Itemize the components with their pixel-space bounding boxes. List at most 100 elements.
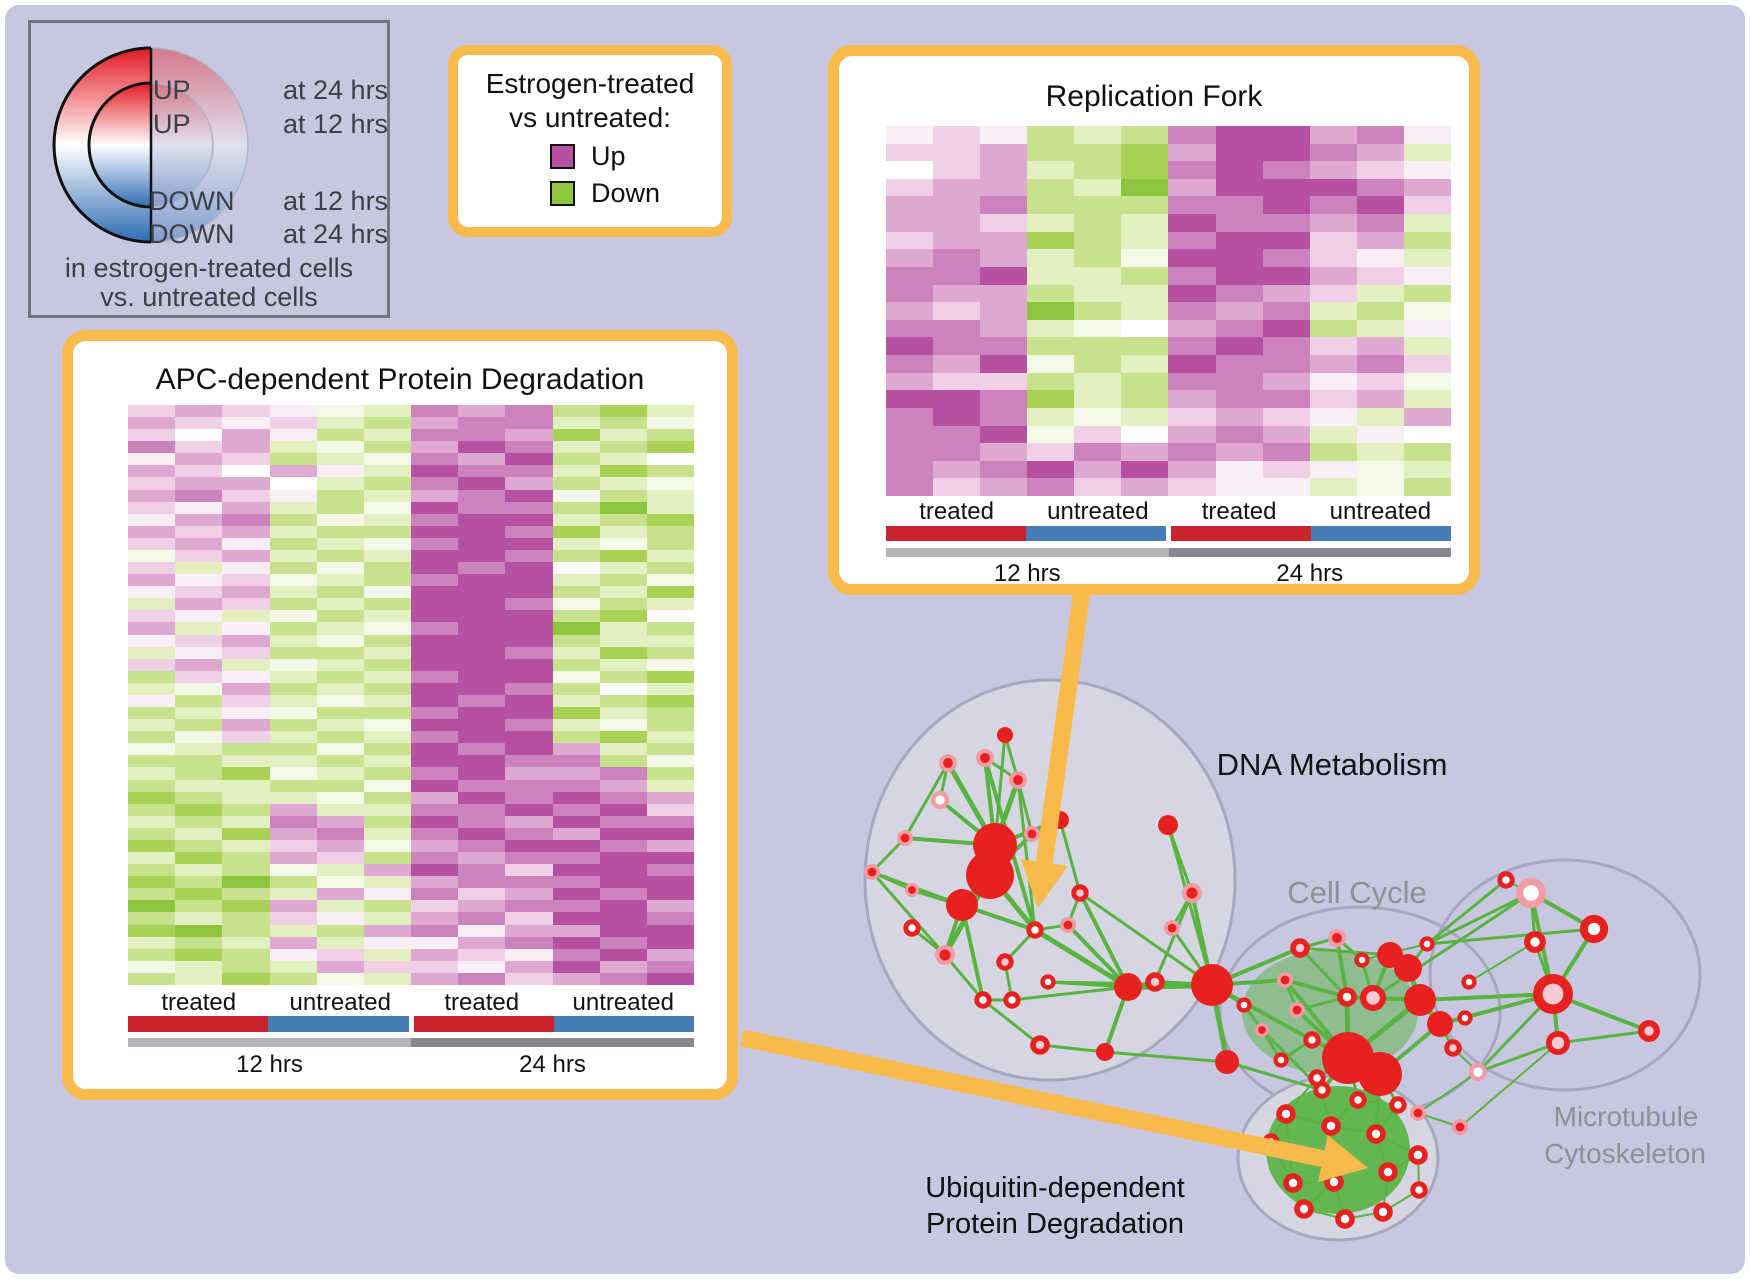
heatmap-cell [886, 355, 934, 373]
heatmap-cell [411, 791, 459, 804]
heatmap-cell [599, 719, 647, 732]
heatmap-cell [1121, 407, 1169, 426]
heatmap-cell [1074, 302, 1122, 320]
annotation-arrow-head [1318, 1135, 1368, 1183]
heatmap-cell [316, 755, 364, 768]
heatmap-cell [1215, 126, 1263, 144]
heatmap-cell [222, 562, 270, 575]
heatmap-cell [646, 888, 694, 901]
heatmap-cell [646, 634, 694, 647]
heatmap-cell [1262, 425, 1310, 444]
network-node-solid [1215, 1050, 1239, 1074]
heatmap-cell [1403, 196, 1451, 215]
heatmap-cell [1027, 284, 1075, 303]
heatmap-cell [175, 803, 223, 816]
heatmap-cell [552, 743, 600, 756]
heatmap-cell [363, 864, 411, 877]
heatmap-cell [1262, 126, 1310, 144]
network-edge [870, 871, 947, 956]
heatmap-cell [886, 390, 934, 408]
heatmap-cell [1309, 337, 1357, 356]
heatmap-cell [599, 767, 647, 780]
legend-item-up: Up [550, 141, 722, 172]
network-node-ring-pink [1145, 972, 1165, 992]
heatmap-cell [269, 864, 317, 877]
heatmap-cell [1168, 196, 1216, 215]
heatmap-cell [933, 425, 981, 444]
heatmap-cell [1356, 302, 1404, 320]
network-node-ring-white [1524, 931, 1546, 953]
heatmap-cell [1309, 266, 1357, 285]
heatmap-cell [222, 634, 270, 647]
heatmap-cell [1262, 178, 1310, 197]
heatmap-cell [886, 425, 934, 444]
heatmap-cell [1356, 126, 1404, 144]
heatmap-cell [363, 525, 411, 538]
heatmap-cell [222, 876, 270, 889]
heatmap-cell [458, 755, 506, 768]
heatmap-cell [175, 719, 223, 732]
heatmap-cell [316, 646, 364, 659]
legend-row-up24: UP at 24 hrs [153, 75, 388, 106]
heatmap-cell [222, 501, 270, 514]
heatmap-cell [505, 549, 553, 563]
heatmap-cell [1027, 231, 1075, 250]
heatmap-cell [1074, 249, 1122, 267]
heatmap-cell [128, 598, 176, 611]
apc-treatment-bar [128, 1016, 694, 1032]
heatmap-cell [175, 405, 223, 418]
hour-label: 24 hrs [519, 1051, 586, 1078]
heatmap-cell [552, 791, 600, 804]
heatmap-cell [458, 960, 506, 973]
heatmap-cell [222, 791, 270, 804]
up-label: Up [591, 141, 626, 171]
heatmap-cell [128, 670, 176, 683]
heatmap-cell [1215, 478, 1263, 496]
heatmap-cell [458, 610, 506, 623]
heatmap-cell [1403, 407, 1451, 426]
network-edge [1104, 1050, 1228, 1064]
legend-item-down: Down [550, 178, 722, 209]
heatmap-cell [552, 622, 600, 635]
heatmap-cell [363, 405, 411, 418]
heatmap-cell [269, 900, 317, 913]
heatmap-cell [646, 936, 694, 949]
network-node-halo-core [1258, 1026, 1266, 1034]
heatmap-cell [175, 936, 223, 949]
legend-time: at 12 hrs [283, 109, 389, 139]
network-node-halo-core [1280, 975, 1290, 985]
heatmap-cell [269, 924, 317, 937]
network-edge [1426, 891, 1532, 946]
heatmap-cell [1356, 478, 1404, 496]
heatmap-cell [458, 682, 506, 695]
heatmap-cell [363, 803, 411, 816]
heatmap-cell [1027, 407, 1075, 426]
down-label: Down [591, 178, 661, 208]
heatmap-cell [363, 489, 411, 502]
network-node-solid [966, 851, 1014, 899]
heatmap-cell [599, 972, 647, 985]
heatmap-cell [175, 694, 223, 708]
heatmap-cell [599, 574, 647, 587]
heatmap-cell [1121, 319, 1169, 338]
heatmap-cell [175, 417, 223, 430]
heatmap-cell [505, 731, 553, 744]
heatmap-cell [646, 598, 694, 611]
heatmap-cell [505, 876, 553, 889]
heatmap-cell [1403, 143, 1451, 162]
heatmap-cell [411, 815, 459, 828]
heatmap-cell [411, 489, 459, 502]
heatmap-cell [1121, 284, 1169, 303]
heatmap-cell [505, 441, 553, 454]
heatmap-cell [363, 755, 411, 768]
heatmap-cell [175, 453, 223, 466]
heatmap-cell [411, 562, 459, 575]
heatmap-cell [1074, 214, 1122, 232]
heatmap-cell [363, 827, 411, 840]
heatmap-cell [886, 302, 934, 320]
heatmap-cell [458, 948, 506, 961]
network-node-halo-core [1186, 887, 1198, 899]
heatmap-cell [980, 143, 1028, 162]
heatmap-cell [458, 513, 506, 526]
heatmap-cell [505, 562, 553, 575]
